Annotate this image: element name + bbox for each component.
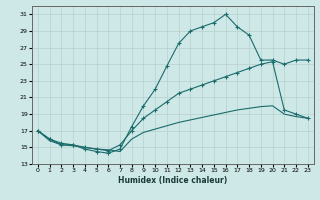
X-axis label: Humidex (Indice chaleur): Humidex (Indice chaleur) <box>118 176 228 185</box>
